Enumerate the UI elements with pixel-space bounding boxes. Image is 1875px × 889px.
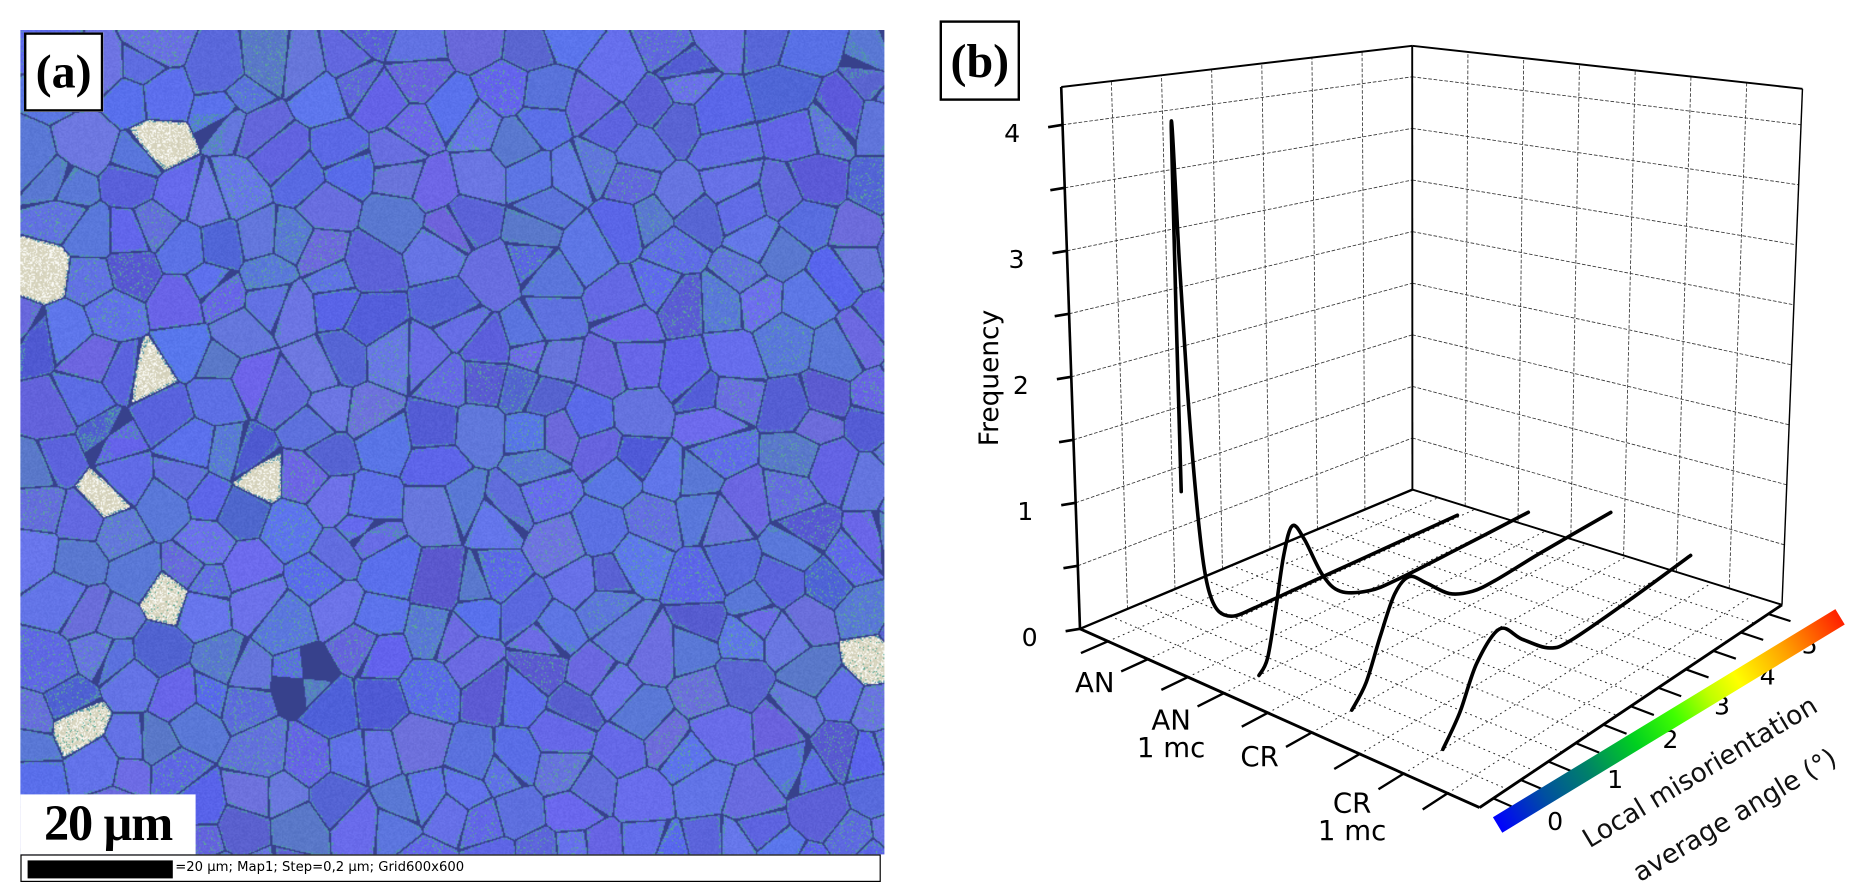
misorientation-tick <box>1686 669 1709 677</box>
category-label-line: AN <box>1137 708 1205 736</box>
category-tick <box>1081 641 1108 653</box>
gridline-left-wall-horizontal <box>1069 232 1412 314</box>
gridline-left-wall-horizontal <box>1078 438 1413 566</box>
gridline-left-wall-vertical <box>1312 58 1318 530</box>
gridline-left-wall-horizontal <box>1065 128 1413 187</box>
colorbar-tick-label: 0 <box>1547 809 1563 834</box>
gridline-right-wall-vertical <box>1518 58 1524 522</box>
category-label-line: 1 mc <box>1137 735 1205 763</box>
gridline-right-wall-vertical <box>1465 52 1468 506</box>
gridline-left-wall-horizontal <box>1063 77 1413 125</box>
y-tick <box>1050 188 1064 190</box>
gridline-left-wall-horizontal <box>1067 180 1412 251</box>
wall-top-edge <box>1412 46 1802 89</box>
misorientation-tick <box>1768 614 1790 621</box>
y-tick-label: 0 <box>1022 626 1038 651</box>
gridline-right-wall-horizontal <box>1412 283 1791 365</box>
y-tick-label: 2 <box>1013 374 1029 399</box>
gridline-left-wall-horizontal <box>1071 283 1412 377</box>
y-tick <box>1059 440 1073 442</box>
series-curve-cr <box>1352 512 1611 710</box>
y-tick <box>1055 314 1069 316</box>
gridline-floor <box>1261 553 1644 697</box>
misorientation-tick <box>1576 743 1599 753</box>
y-tick-label: 3 <box>1008 248 1024 273</box>
floor-back-edge <box>1412 490 1782 605</box>
gridline-right-wall-horizontal <box>1412 438 1784 545</box>
gridline-right-wall-horizontal <box>1412 180 1796 245</box>
category-tick <box>1121 659 1148 671</box>
gridline-floor <box>1268 544 1586 713</box>
misorientation-tick <box>1658 688 1681 696</box>
gridline-right-wall-vertical <box>1729 83 1747 589</box>
gridline-floor <box>1312 556 1627 732</box>
gridline-right-wall-horizontal <box>1412 335 1789 425</box>
misorientation-tick <box>1631 706 1654 715</box>
gridline-floor <box>1224 531 1546 693</box>
gridline-left-wall-horizontal <box>1076 386 1413 502</box>
category-tick <box>1161 677 1188 690</box>
category-label-line: CR <box>1240 745 1278 773</box>
gridline-right-wall-horizontal <box>1412 386 1786 484</box>
gridline-right-wall-horizontal <box>1412 128 1798 184</box>
gridline-right-wall-vertical <box>1676 77 1691 572</box>
category-label-line: AN <box>1075 670 1115 698</box>
category-tick <box>1334 754 1359 769</box>
category-label: CR <box>1240 745 1278 773</box>
gridline-left-wall-vertical <box>1212 69 1223 569</box>
wall-top-edge <box>1061 46 1412 87</box>
y-tick-label: 4 <box>1004 122 1020 147</box>
misorientation-tick <box>1741 632 1763 639</box>
gridline-left-wall-vertical <box>1262 63 1270 549</box>
misorientation-tick <box>1603 725 1626 734</box>
category-tick <box>1378 774 1403 790</box>
y-axis-label: Frequency <box>975 310 1005 446</box>
category-tick <box>1242 713 1268 727</box>
gridline-right-wall-horizontal <box>1412 77 1801 125</box>
gridline-right-wall-vertical <box>1571 64 1580 539</box>
gridline-right-wall-horizontal <box>1412 232 1794 305</box>
gridline-floor <box>1360 570 1671 754</box>
y-tick-label: 1 <box>1017 500 1033 525</box>
y-tick <box>1048 125 1062 127</box>
gridline-right-wall-vertical <box>1624 70 1636 555</box>
y-tick <box>1066 629 1080 631</box>
category-tick <box>1286 733 1312 747</box>
y-axis-line <box>1061 87 1080 629</box>
category-label-line: 1 mc <box>1318 818 1386 846</box>
gridline-left-wall-vertical <box>1362 52 1365 510</box>
category-label: AN <box>1075 670 1115 698</box>
misorientation-tick <box>1713 651 1736 659</box>
wall-right-edge <box>1782 89 1802 605</box>
colorbar-tick-label: 1 <box>1607 767 1623 792</box>
gridline-left-wall-vertical <box>1111 81 1127 609</box>
y-tick <box>1057 377 1071 379</box>
y-tick <box>1063 566 1077 568</box>
category-label-line: CR <box>1318 790 1386 818</box>
category-tick <box>1198 693 1224 706</box>
y-tick <box>1052 251 1066 253</box>
gridline-left-wall-horizontal <box>1073 335 1412 440</box>
y-tick <box>1061 503 1075 505</box>
category-tick <box>1423 793 1448 809</box>
